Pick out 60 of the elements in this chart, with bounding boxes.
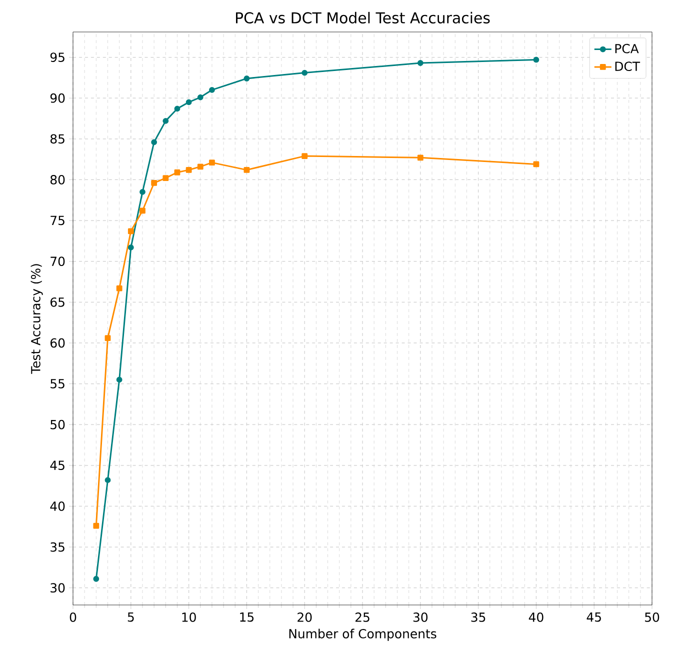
x-tick-label: 30 (413, 612, 428, 622)
y-tick-label: 60 (50, 338, 65, 348)
x-tick-label: 15 (240, 612, 254, 622)
y-tick-label: 55 (50, 379, 64, 388)
x-tick-label: 45 (586, 612, 601, 622)
y-tick-label: 95 (50, 52, 64, 62)
point (93, 522, 100, 529)
y-tick-label: 85 (50, 134, 64, 144)
point (209, 160, 215, 166)
y-tick-label: 65 (50, 297, 64, 307)
point (151, 139, 158, 146)
point (140, 189, 146, 195)
x-tick-label: 5 (128, 612, 134, 622)
y-tick-label: 90 (50, 93, 65, 103)
y-axis-title: Test Accuracy (%) (30, 264, 43, 374)
y-tick-label: 80 (50, 175, 65, 184)
y-tick-label: 45 (50, 460, 64, 470)
x-tick-label: 25 (355, 612, 370, 622)
point (174, 169, 180, 176)
y-tick-label: 30 (50, 583, 65, 593)
x-tick-label: 20 (298, 612, 312, 622)
y-tick-label: 35 (50, 542, 64, 552)
point (116, 285, 122, 292)
x-tick-label: 35 (471, 612, 486, 622)
legend-label: PCA (615, 44, 639, 54)
point (417, 154, 424, 161)
x-tick-label: 40 (528, 612, 544, 622)
point (209, 86, 215, 93)
point (151, 180, 158, 186)
point (417, 60, 424, 66)
point (104, 335, 111, 342)
chart-title: PCA vs DCT Model Test Accuracies (236, 12, 490, 24)
point (104, 477, 111, 484)
point (302, 153, 308, 159)
y-tick-label: 40 (50, 502, 65, 511)
point (128, 244, 134, 250)
point (116, 376, 122, 383)
x-tick-label: 0 (70, 612, 76, 622)
point (140, 208, 146, 214)
point (244, 76, 250, 82)
x-axis-title: Number of Components (289, 628, 436, 641)
point (128, 228, 134, 234)
y-tick-label: 70 (50, 256, 65, 266)
x-tick-label: 50 (645, 612, 660, 622)
y-tick-label: 75 (50, 216, 64, 226)
point (197, 164, 204, 170)
point (174, 106, 180, 112)
point (302, 70, 308, 76)
point (93, 576, 100, 582)
point (197, 94, 204, 100)
point (186, 99, 192, 106)
y-tick-label: 50 (50, 420, 65, 430)
legend-label: DCT (615, 62, 640, 72)
point (162, 118, 169, 124)
point (533, 161, 540, 168)
x-tick-label: 10 (182, 612, 196, 622)
point (244, 166, 250, 173)
point (186, 166, 192, 173)
point (533, 56, 540, 63)
point (162, 175, 169, 182)
